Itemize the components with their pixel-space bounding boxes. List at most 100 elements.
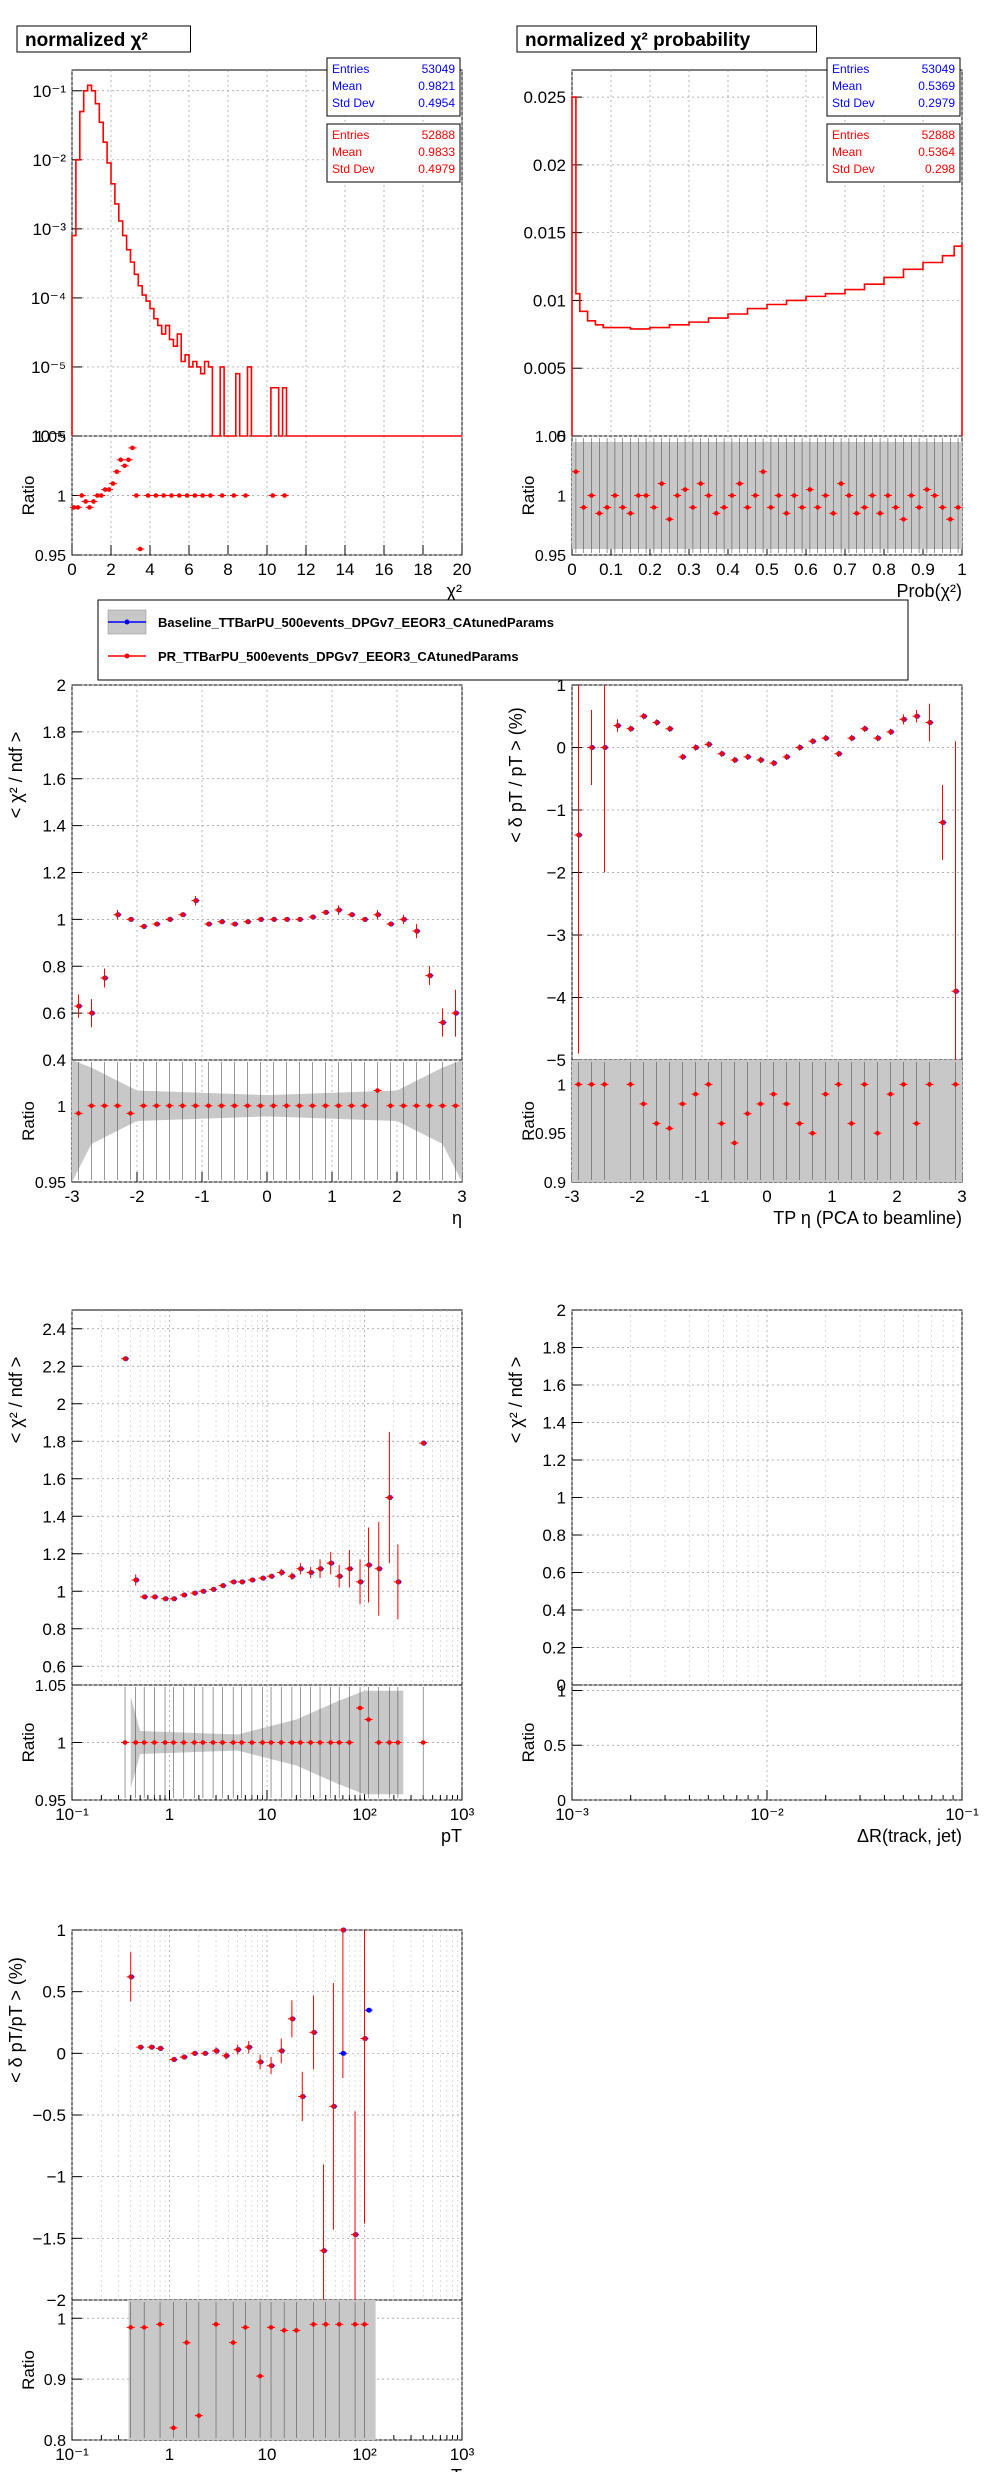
y-tick-label: 1.6 <box>42 1470 66 1489</box>
ratio-point <box>102 1103 107 1109</box>
ratio-point <box>122 463 127 469</box>
data-point <box>349 912 354 917</box>
x-axis-label: pT <box>441 1826 462 1846</box>
y-axis-label: < δ pT/pT > (%) <box>6 1957 26 2083</box>
data-point <box>192 1590 197 1596</box>
ratio-point <box>388 1103 393 1109</box>
y-tick-label: 0.01 <box>533 291 566 310</box>
ratio-point <box>352 2322 358 2327</box>
stats-value: 53049 <box>422 62 456 76</box>
ratio-point <box>281 2328 287 2333</box>
ratio-point <box>137 546 143 552</box>
ratio-point <box>357 1705 363 1711</box>
data-point <box>823 735 828 741</box>
y-tick-label: 0.6 <box>42 1657 66 1676</box>
ratio-point <box>675 493 680 498</box>
x-tick-label: 0 <box>262 1187 271 1206</box>
ratio-point <box>654 1121 659 1126</box>
data-point <box>171 2057 176 2062</box>
ratio-point <box>597 511 602 516</box>
ratio-point <box>118 457 124 463</box>
ratio-point <box>270 493 276 498</box>
y-tick-label: 1.4 <box>542 1414 566 1433</box>
x-tick-label: 0 <box>762 1187 771 1206</box>
ratio-point <box>258 1103 263 1109</box>
stats-key: Mean <box>832 79 862 93</box>
ratio-point <box>362 1103 367 1109</box>
data-point <box>162 1596 168 1602</box>
stats-key: Mean <box>332 79 362 93</box>
ratio-point <box>323 2322 329 2327</box>
x-tick-label: 2 <box>392 1187 401 1206</box>
stats-key: Mean <box>832 145 862 159</box>
data-point <box>268 1573 274 1579</box>
data-point <box>771 760 776 766</box>
ratio-point <box>753 493 758 498</box>
stats-box: Entries 53049 Mean 0.9821 Std Dev 0.4954 <box>326 57 461 117</box>
y-tick-label: 2 <box>57 676 66 695</box>
ratio-point <box>706 1082 711 1087</box>
ratio-point <box>932 493 937 498</box>
data-point <box>347 1566 352 1572</box>
ratio-point <box>200 493 205 498</box>
data-point <box>220 1583 225 1588</box>
ratio-point <box>831 511 836 516</box>
ratio-axis-label: Ratio <box>19 1101 38 1141</box>
x-tick-label: 0.3 <box>677 560 701 579</box>
y-tick-label: 10⁻³ <box>32 220 66 239</box>
ratio-point <box>362 2322 367 2327</box>
y-tick-label: 0.6 <box>42 1004 66 1023</box>
ratio-point <box>680 1101 685 1107</box>
data-point <box>258 917 263 922</box>
y-tick-label: 2 <box>557 1301 566 1320</box>
ratio-point <box>395 1740 401 1745</box>
y-axis-label: < χ² / ndf > <box>6 1357 26 1444</box>
x-tick-label: 10⁻¹ <box>945 1805 979 1824</box>
data-point <box>953 988 958 994</box>
data-point <box>387 1495 392 1500</box>
x-tick-label: 12 <box>297 560 316 579</box>
x-tick-label: 10⁻³ <box>555 1805 589 1824</box>
data-point <box>340 1927 346 1933</box>
y-tick-label: 2 <box>57 1395 66 1414</box>
stats-value: 0.9833 <box>418 145 455 159</box>
ratio-axis-label: Ratio <box>19 1723 38 1763</box>
ratio-point <box>807 487 813 492</box>
y-tick-label: 1.8 <box>42 1432 66 1451</box>
x-tick-label: 14 <box>336 560 355 579</box>
data-point <box>602 745 607 750</box>
ratio-point <box>643 493 649 498</box>
data-point <box>667 726 672 732</box>
stats-value: 52888 <box>422 128 456 142</box>
chart-dpt_pt: 10⁻¹ 1 10 10² 10³ −2 −1.5 −1 −0.5 0 0.5 1 0.8 0.9 1 Rat… <box>6 1921 475 2477</box>
y-tick-label: 1 <box>57 910 66 929</box>
x-tick-label: 0.8 <box>872 560 896 579</box>
ratio-point <box>294 2328 299 2333</box>
ratio-point <box>347 1740 352 1745</box>
ratio-y-tick-label: 0.8 <box>44 2433 66 2450</box>
data-point <box>706 742 711 747</box>
chart-chi2_dr: 10⁻³ 10⁻² 10⁻¹ 0 0.2 0.4 0.6 0.8 1 1.2 1.4 1.6 1.8 2 0… <box>506 1301 979 1846</box>
ratio-point <box>106 487 112 492</box>
y-tick-label: −0.5 <box>32 2106 66 2125</box>
ratio-point <box>181 1740 187 1745</box>
data-point <box>927 720 932 725</box>
y-tick-label: 0.005 <box>523 359 566 378</box>
ratio-point <box>323 1103 328 1109</box>
x-tick-label: 10² <box>352 1805 377 1824</box>
data-point <box>693 745 698 750</box>
data-point <box>336 907 341 913</box>
y-tick-label: 0.5 <box>42 1983 66 2002</box>
ratio-point <box>651 505 657 510</box>
ratio-point <box>414 1103 419 1109</box>
stats-key: Entries <box>832 128 869 142</box>
ratio-point <box>602 1082 607 1087</box>
ratio-point <box>141 1740 147 1745</box>
ratio-point <box>771 1091 776 1097</box>
data-point <box>171 1596 176 1602</box>
ratio-point <box>220 1740 225 1745</box>
x-tick-label: 0.4 <box>716 560 740 579</box>
stats-box: Entries 52888 Mean 0.5364 Std Dev 0.298 <box>826 123 961 183</box>
ratio-point <box>862 1082 867 1087</box>
data-point <box>875 735 880 741</box>
